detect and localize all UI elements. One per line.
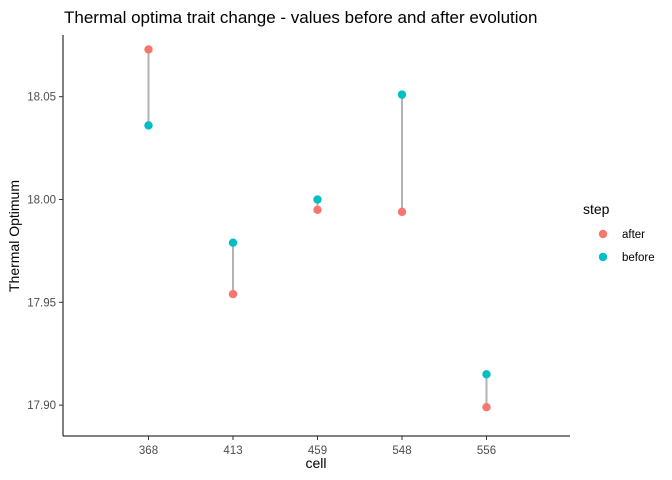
legend-key-before: [598, 252, 608, 262]
y-tick-label: 18.05: [27, 92, 56, 104]
legend-label-before: before: [622, 252, 655, 264]
x-tick-label: 459: [308, 445, 327, 457]
plot-area: [144, 45, 491, 412]
point-after-413: [228, 289, 238, 299]
point-before-368: [144, 121, 153, 130]
x-tick-label: 413: [223, 445, 242, 457]
y-tick-label: 17.95: [27, 297, 56, 309]
point-before-556: [482, 370, 491, 379]
point-after-368: [144, 45, 153, 54]
point-before-413: [228, 238, 238, 247]
y-axis-title: Thermal Optimum: [6, 180, 22, 292]
point-after-556: [482, 403, 491, 412]
x-axis-title: cell: [305, 455, 326, 471]
x-tick-label: 548: [392, 445, 411, 457]
point-before-459: [313, 195, 322, 204]
legend: step after before: [583, 201, 655, 264]
x-tick-label: 368: [139, 445, 158, 457]
point-after-548: [397, 207, 407, 217]
x-tick-label: 556: [477, 445, 496, 457]
x-axis-ticks: 368 413 459 548 556: [139, 436, 496, 457]
legend-key-after: [598, 229, 608, 239]
y-axis-ticks: 17.90 17.95 18.00 18.05: [27, 92, 63, 412]
y-tick-label: 18.00: [27, 195, 56, 207]
point-before-548: [397, 90, 407, 99]
legend-title: step: [583, 201, 610, 217]
chart-title: Thermal optima trait change - values bef…: [64, 8, 537, 27]
y-tick-label: 17.90: [27, 400, 56, 412]
point-after-459: [313, 205, 322, 214]
legend-label-after: after: [622, 229, 645, 241]
